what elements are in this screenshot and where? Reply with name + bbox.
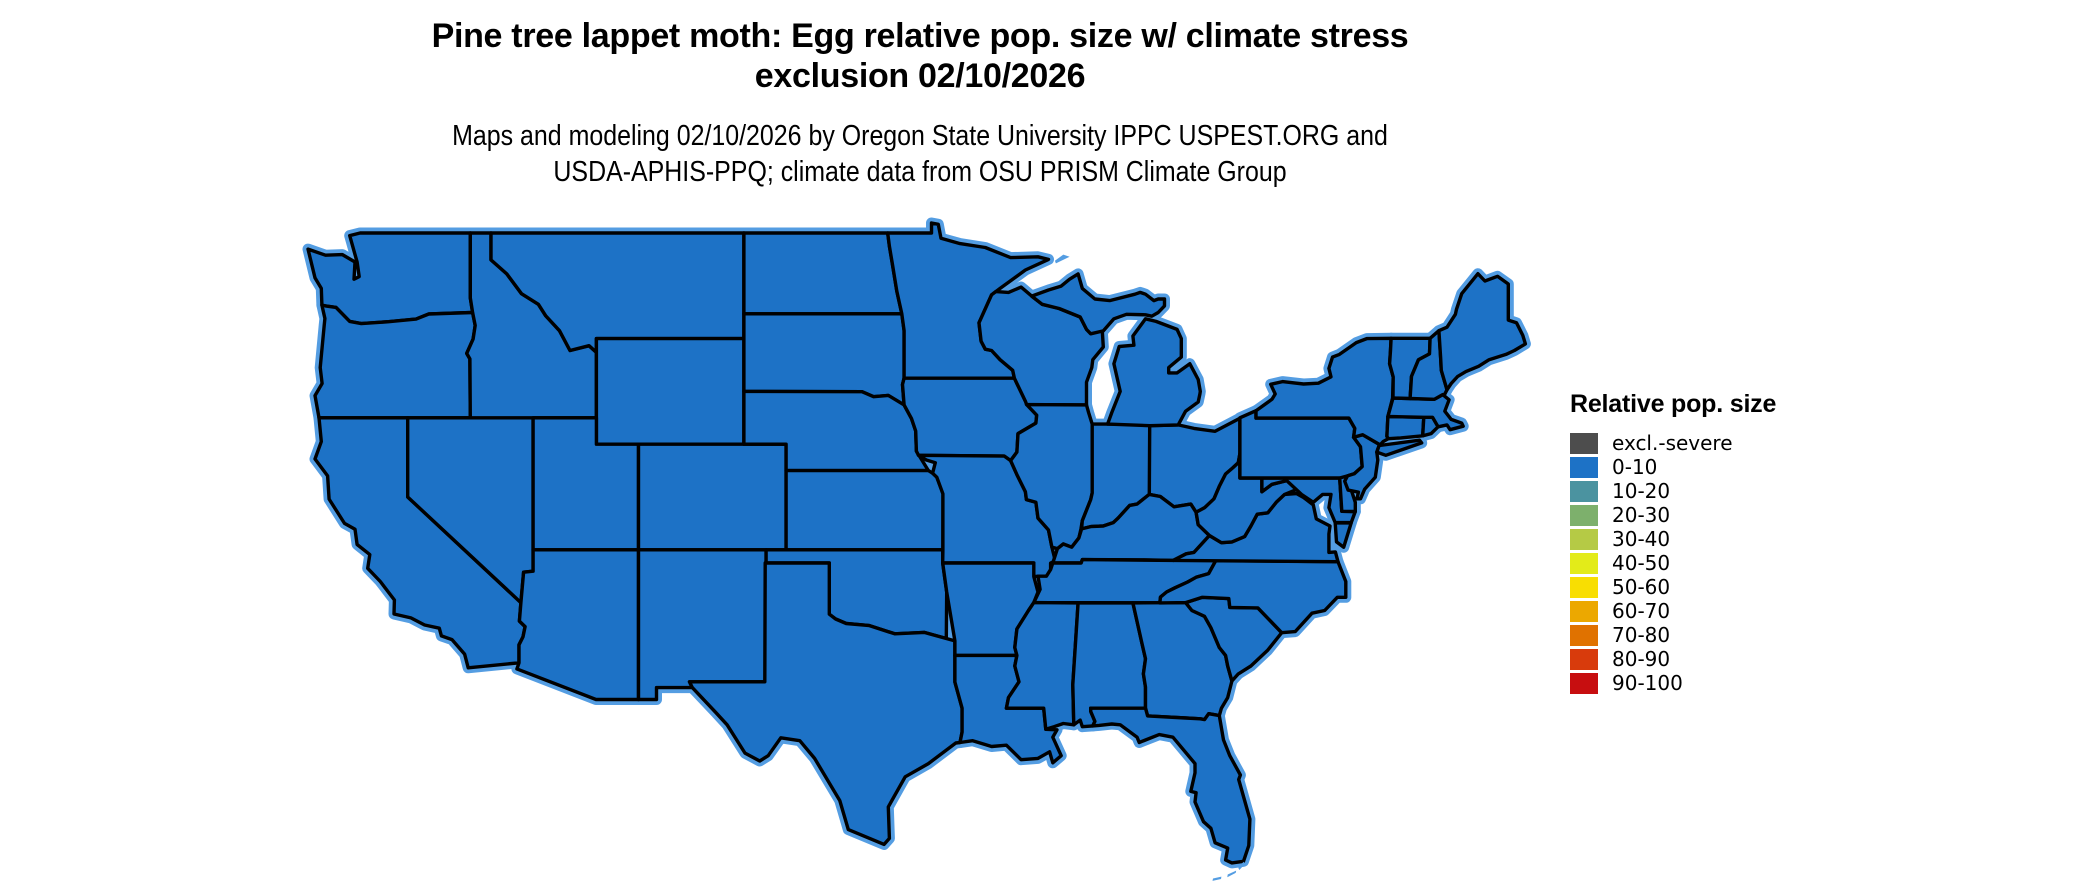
legend-item-label: 70-80	[1612, 623, 1671, 647]
legend-swatch	[1570, 457, 1598, 478]
state-ME	[1437, 272, 1528, 392]
legend-swatch	[1570, 577, 1598, 598]
state-WY	[594, 336, 746, 446]
legend-title: Relative pop. size	[1570, 390, 1777, 418]
state-OR	[313, 303, 477, 420]
figure-title-line1: Pine tree lappet moth: Egg relative pop.…	[431, 17, 1409, 55]
legend-item: 50-60	[1570, 577, 1900, 598]
legend-swatch	[1570, 433, 1598, 454]
legend-item-label: excl.-severe	[1612, 431, 1733, 455]
legend-item: 30-40	[1570, 529, 1900, 550]
coastal-island	[1054, 254, 1070, 264]
state-PA	[1238, 409, 1364, 480]
legend-item: 40-50	[1570, 553, 1900, 574]
state-TX	[687, 561, 964, 847]
legend-item-label: 10-20	[1612, 479, 1671, 503]
coastal-island	[1227, 870, 1237, 878]
legend-item-label: 80-90	[1612, 647, 1671, 671]
state-FL	[1089, 706, 1252, 865]
legend-swatch	[1570, 601, 1598, 622]
state-CO	[636, 442, 788, 552]
legend-items: excl.-severe 0-10 10-20 20-30 30-40 40-50 50-6…	[1570, 433, 1900, 694]
coastal-island	[1212, 876, 1222, 881]
legend-item: 10-20	[1570, 481, 1900, 502]
state-NC	[1158, 558, 1348, 635]
legend: Relative pop. size excl.-severe 0-10 10-20…	[1570, 390, 1900, 697]
legend-item-label: 30-40	[1612, 527, 1671, 551]
legend-item: 70-80	[1570, 625, 1900, 646]
legend-swatch	[1570, 673, 1598, 694]
legend-item: excl.-severe	[1570, 433, 1900, 454]
legend-swatch	[1570, 649, 1598, 670]
state-CT	[1385, 414, 1426, 441]
legend-item-label: 0-10	[1612, 455, 1658, 479]
state-NJ	[1343, 433, 1382, 501]
legend-item-label: 40-50	[1612, 551, 1671, 575]
legend-item: 90-100	[1570, 673, 1900, 694]
legend-item-label: 60-70	[1612, 599, 1671, 623]
legend-swatch	[1570, 553, 1598, 574]
legend-swatch	[1570, 481, 1598, 502]
coastal-island	[1238, 861, 1245, 870]
legend-swatch	[1570, 529, 1598, 550]
state-AZ	[515, 548, 641, 702]
legend-item-label: 50-60	[1612, 575, 1671, 599]
state-NM	[636, 548, 768, 702]
legend-item: 80-90	[1570, 649, 1900, 670]
figure-subtitle-line2: USDA-APHIS-PPQ; climate data from OSU PR…	[553, 156, 1287, 188]
legend-swatch	[1570, 625, 1598, 646]
state-KS	[784, 468, 945, 552]
state-ND	[742, 231, 904, 316]
legend-item: 20-30	[1570, 505, 1900, 526]
legend-item: 60-70	[1570, 601, 1900, 622]
legend-item-label: 90-100	[1612, 671, 1683, 695]
figure-subtitle: Maps and modeling 02/10/2026 by Oregon S…	[146, 118, 1694, 190]
legend-swatch	[1570, 505, 1598, 526]
states-layer	[306, 221, 1528, 881]
legend-item-label: 20-30	[1612, 503, 1671, 527]
figure-title-line2: exclusion 02/10/2026	[754, 57, 1086, 95]
state-MI	[1030, 272, 1202, 428]
figure-subtitle-line1: Maps and modeling 02/10/2026 by Oregon S…	[452, 120, 1388, 152]
legend-item: 0-10	[1570, 457, 1900, 478]
figure-header: Pine tree lappet moth: Egg relative pop.…	[20, 16, 1820, 190]
